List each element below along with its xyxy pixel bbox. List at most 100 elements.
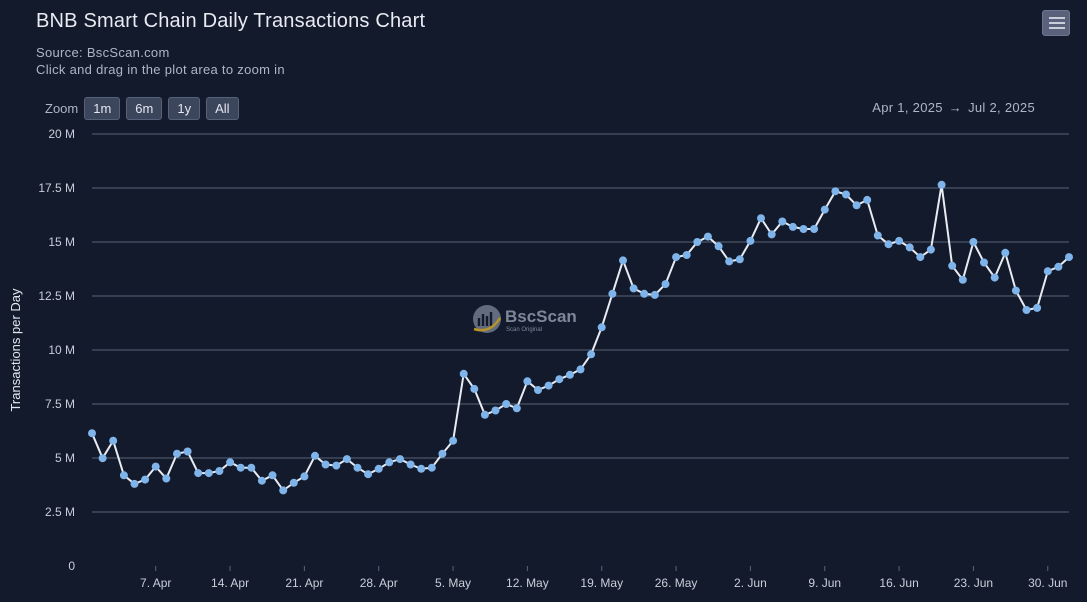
data-point-marker[interactable] [629, 284, 638, 293]
data-point-marker[interactable] [916, 253, 925, 262]
data-point-marker[interactable] [619, 256, 627, 265]
data-point-marker[interactable] [311, 451, 319, 460]
data-point-marker[interactable] [289, 478, 298, 487]
data-point-marker[interactable] [204, 469, 213, 478]
data-point-marker[interactable] [257, 476, 266, 485]
data-point-marker[interactable] [406, 460, 415, 469]
data-point-marker[interactable] [470, 384, 479, 393]
data-point-marker[interactable] [608, 289, 617, 298]
data-point-marker[interactable] [491, 406, 500, 415]
data-point-marker[interactable] [1043, 267, 1052, 276]
data-point-marker[interactable] [980, 258, 988, 267]
data-point-marker[interactable] [958, 275, 967, 284]
data-point-marker[interactable] [1033, 303, 1042, 312]
data-point-marker[interactable] [449, 436, 458, 445]
data-point-marker[interactable] [725, 257, 734, 266]
data-point-marker[interactable] [863, 195, 872, 204]
data-point-marker[interactable] [1054, 262, 1063, 271]
data-point-marker[interactable] [215, 467, 224, 475]
zoom-button-1y[interactable]: 1y [168, 97, 201, 120]
data-point-marker[interactable] [98, 454, 107, 463]
data-point-marker[interactable] [703, 232, 712, 241]
data-point-marker[interactable] [576, 365, 585, 374]
data-point-marker[interactable] [810, 225, 819, 233]
data-point-marker[interactable] [300, 472, 309, 481]
range-from[interactable]: Apr 1, 2025 [872, 100, 943, 115]
data-point-marker[interactable] [587, 350, 596, 359]
data-point-marker[interactable] [364, 470, 373, 479]
data-point-marker[interactable] [650, 290, 659, 299]
data-point-marker[interactable] [427, 463, 436, 472]
data-point-marker[interactable] [544, 381, 553, 390]
data-point-marker[interactable] [332, 461, 341, 470]
data-point-marker[interactable] [597, 323, 606, 332]
data-point-marker[interactable] [735, 255, 744, 264]
data-point-marker[interactable] [831, 187, 840, 196]
data-point-marker[interactable] [141, 475, 150, 484]
data-point-marker[interactable] [374, 464, 383, 473]
zoom-button-all[interactable]: All [206, 97, 239, 120]
data-point-marker[interactable] [534, 386, 542, 394]
data-point-marker[interactable] [873, 231, 882, 240]
range-to[interactable]: Jul 2, 2025 [968, 100, 1035, 115]
data-point-marker[interactable] [884, 240, 893, 249]
data-point-marker[interactable] [852, 201, 861, 210]
data-point-marker[interactable] [640, 289, 649, 298]
data-point-marker[interactable] [268, 471, 277, 480]
data-point-marker[interactable] [937, 180, 946, 189]
data-point-marker[interactable] [714, 242, 723, 251]
data-point-marker[interactable] [693, 238, 702, 246]
zoom-button-6m[interactable]: 6m [126, 97, 163, 120]
data-point-marker[interactable] [523, 377, 532, 386]
data-point-marker[interactable] [842, 190, 850, 199]
data-point-marker[interactable] [396, 455, 404, 464]
data-point-marker[interactable] [194, 469, 203, 478]
data-point-marker[interactable] [1022, 306, 1031, 314]
data-point-marker[interactable] [438, 449, 447, 458]
data-point-marker[interactable] [173, 449, 181, 458]
data-point-marker[interactable] [183, 447, 192, 456]
data-point-marker[interactable] [279, 486, 288, 495]
data-point-marker[interactable] [990, 273, 999, 282]
data-point-marker[interactable] [1001, 248, 1010, 257]
data-point-marker[interactable] [119, 471, 128, 480]
data-point-marker[interactable] [1011, 286, 1020, 295]
data-point-marker[interactable] [502, 400, 511, 408]
data-point-marker[interactable] [757, 214, 765, 223]
data-point-marker[interactable] [109, 436, 118, 445]
data-point-marker[interactable] [353, 463, 362, 472]
context-menu-button[interactable] [1042, 10, 1070, 36]
data-point-marker[interactable] [661, 280, 670, 289]
data-point-marker[interactable] [820, 205, 829, 214]
data-point-marker[interactable] [385, 458, 394, 467]
data-point-marker[interactable] [788, 222, 797, 231]
data-point-marker[interactable] [799, 225, 808, 233]
data-point-marker[interactable] [162, 474, 171, 483]
data-point-marker[interactable] [555, 375, 564, 384]
data-point-marker[interactable] [236, 463, 245, 472]
data-point-marker[interactable] [480, 410, 489, 419]
data-point-marker[interactable] [746, 236, 755, 245]
data-point-marker[interactable] [969, 238, 978, 246]
data-point-marker[interactable] [130, 479, 139, 488]
data-point-marker[interactable] [1065, 253, 1073, 262]
data-point-marker[interactable] [895, 236, 904, 245]
data-point-marker[interactable] [417, 464, 426, 473]
data-point-marker[interactable] [512, 404, 521, 413]
data-point-marker[interactable] [778, 217, 787, 226]
data-point-marker[interactable] [226, 458, 235, 467]
data-point-marker[interactable] [926, 245, 935, 254]
data-point-marker[interactable] [565, 370, 574, 379]
data-point-marker[interactable] [321, 460, 330, 469]
data-point-marker[interactable] [247, 463, 256, 472]
zoom-button-1m[interactable]: 1m [84, 97, 121, 120]
data-point-marker[interactable] [151, 462, 160, 471]
data-point-marker[interactable] [682, 251, 691, 259]
data-point-marker[interactable] [767, 230, 776, 239]
data-point-marker[interactable] [459, 369, 468, 378]
data-point-marker[interactable] [672, 253, 681, 262]
data-point-marker[interactable] [905, 243, 914, 252]
data-point-marker[interactable] [948, 261, 957, 270]
data-point-marker[interactable] [342, 455, 351, 464]
